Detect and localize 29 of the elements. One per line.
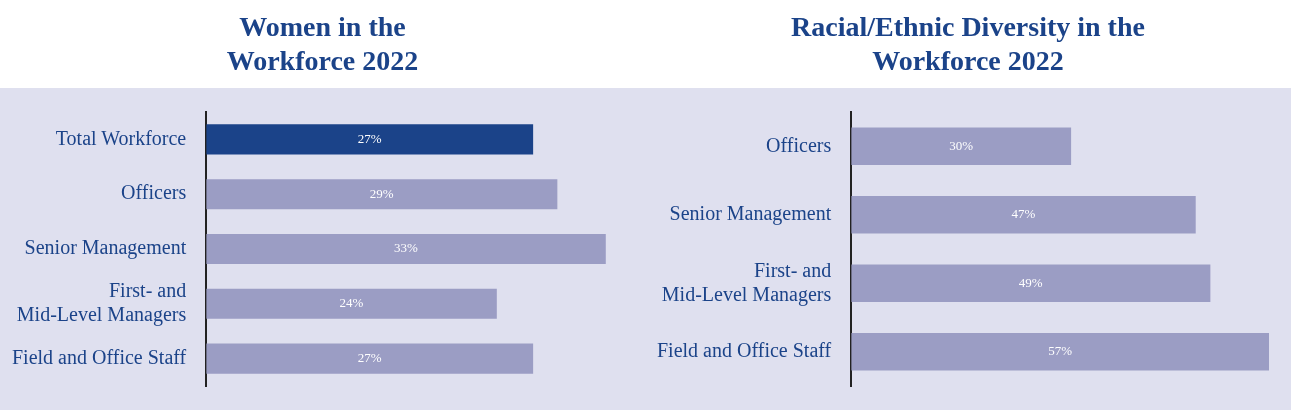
y-tick-label: Field and Office Staff <box>12 345 187 368</box>
data-label: 29% <box>369 185 394 201</box>
data-label: 47% <box>1011 206 1036 222</box>
data-label: 24% <box>339 295 364 311</box>
y-tick-label: Field and Office Staff <box>657 339 832 361</box>
data-label: 27% <box>357 350 382 366</box>
y-tick-label: Officers <box>121 181 187 204</box>
data-label: 33% <box>394 240 419 256</box>
bar <box>206 288 497 319</box>
data-label: 57% <box>1048 343 1073 359</box>
data-label: 49% <box>1018 274 1043 290</box>
data-label: 30% <box>949 137 974 153</box>
bar <box>206 179 558 210</box>
bar <box>851 195 1196 234</box>
y-tick-label: Senior Management <box>669 202 832 225</box>
bar <box>206 124 534 155</box>
data-label: 27% <box>357 130 382 146</box>
bar <box>206 233 606 265</box>
y-tick-label: Officers <box>766 133 832 156</box>
y-tick-label: Senior Management <box>24 236 187 260</box>
y-tick-label: Total Workforce <box>55 126 187 149</box>
chart-title: Racial/Ethnic Diversity in the Workforce 2022 <box>790 10 1146 78</box>
bar <box>206 343 534 374</box>
bar <box>851 332 1270 371</box>
bar <box>851 127 1072 166</box>
y-tick-label: First- and Mid-Level Managers <box>661 258 832 306</box>
y-tick-label: First- and Mid-Level Managers <box>16 279 187 327</box>
chart-title: Women in the Workforce 2022 <box>225 10 420 78</box>
bar <box>851 264 1211 303</box>
